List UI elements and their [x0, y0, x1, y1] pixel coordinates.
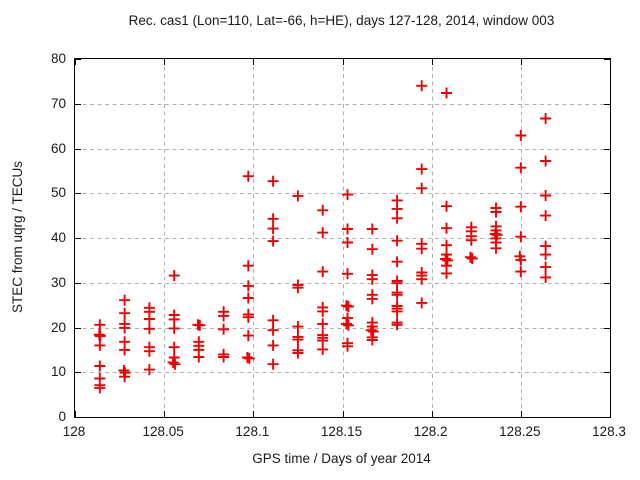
- scatter-canvas: [75, 59, 610, 417]
- y-tick-label: 40: [50, 230, 66, 245]
- y-tick-label: 20: [50, 319, 66, 335]
- x-tick-label: 128.1: [235, 424, 270, 439]
- x-axis-title: GPS time / Days of year 2014: [252, 451, 431, 466]
- y-tick-label: 0: [58, 409, 66, 424]
- x-tick-label: 128: [62, 424, 86, 439]
- y-tick-label: 30: [50, 274, 66, 290]
- chart-title: Rec. cas1 (Lon=110, Lat=-66, h=HE), days…: [128, 13, 555, 28]
- y-tick-label: 50: [50, 185, 66, 201]
- y-tick-label: 10: [50, 364, 66, 380]
- x-tick-labels: 128 128.05 128.1 128.15 128.2 128.25 128.3: [63, 423, 626, 441]
- y-tick-labels: 0 10 20 30 40 50 60 70 80: [0, 51, 66, 424]
- x-tick-label: 128.05: [142, 424, 184, 439]
- y-tick-label: 70: [50, 95, 66, 111]
- y-tick-label: 60: [50, 140, 66, 156]
- x-tick-label: 128.25: [499, 424, 541, 439]
- plot-area: [74, 58, 611, 418]
- x-tick-label: 128.2: [413, 424, 448, 439]
- y-tick-label: 80: [50, 51, 66, 66]
- x-tick-label: 128.15: [320, 424, 363, 439]
- x-tick-label: 128.3: [592, 424, 626, 439]
